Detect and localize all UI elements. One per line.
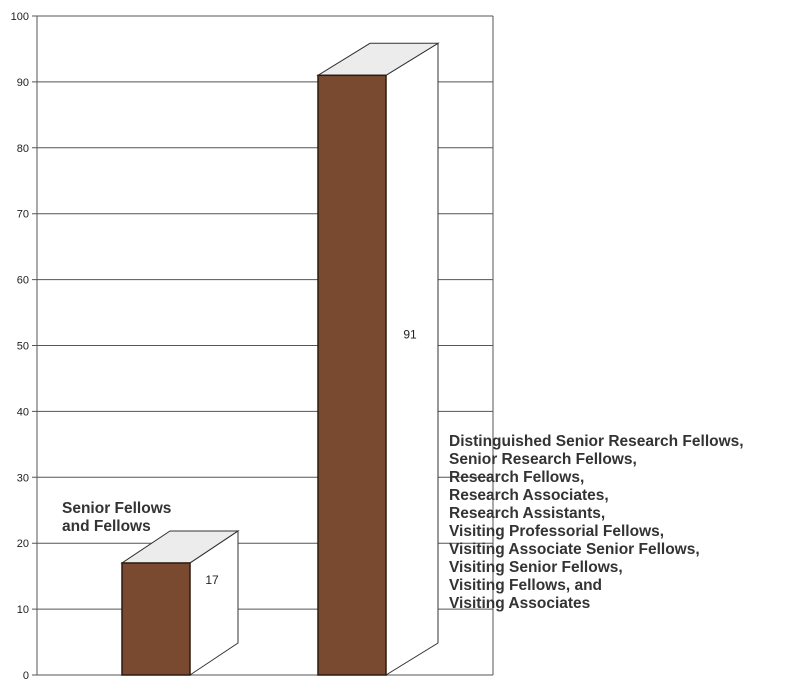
category-label-senior-fellows: Senior Fellows and Fellows — [62, 500, 171, 536]
category-0-line-1: and Fellows — [62, 518, 151, 535]
category-0-line-0: Senior Fellows — [62, 500, 172, 517]
y-tick-label-80: 80 — [17, 143, 29, 155]
bar-1-value-label: 91 — [403, 327, 417, 341]
y-tick-label-70: 70 — [17, 209, 29, 221]
y-tick-label-100: 100 — [11, 11, 29, 23]
y-tick-label-20: 20 — [17, 538, 29, 550]
bar-1-front — [317, 74, 387, 676]
category-1-line-3: Research Associates, — [449, 487, 609, 504]
category-1-line-1: Senior Research Fellows, — [449, 451, 637, 468]
bar-0 — [120, 530, 240, 676]
y-tick-label-0: 0 — [23, 670, 29, 679]
y-tick-label-40: 40 — [17, 406, 29, 418]
bar-0-front — [121, 562, 191, 676]
y-tick-label-10: 10 — [17, 604, 29, 616]
category-1-line-5: Visiting Professorial Fellows, — [449, 523, 665, 540]
grid-layer — [32, 15, 494, 676]
y-tick-label-90: 90 — [17, 77, 29, 89]
y-tick-label-50: 50 — [17, 341, 29, 353]
category-1-line-4: Research Assistants, — [449, 505, 606, 522]
bar-0-value-label: 17 — [205, 573, 219, 587]
bar-1 — [316, 42, 440, 676]
category-1-line-9: Visiting Associates — [449, 595, 591, 612]
y-tick-label-30: 30 — [17, 472, 29, 484]
category-1-line-0: Distinguished Senior Research Fellows, — [449, 433, 744, 450]
category-1-line-7: Visiting Senior Fellows, — [449, 559, 623, 576]
y-axis-ticks: 0 10 20 30 40 50 60 70 80 90 100 — [11, 11, 29, 679]
bar-1-side — [385, 42, 439, 676]
category-1-line-6: Visiting Associate Senior Fellows, — [449, 541, 700, 558]
category-1-line-8: Visiting Fellows, and — [449, 577, 603, 594]
category-label-research-staff: Distinguished Senior Research Fellows, Se… — [449, 433, 744, 613]
category-1-line-2: Research Fellows, — [449, 469, 585, 486]
y-tick-label-60: 60 — [17, 275, 29, 287]
